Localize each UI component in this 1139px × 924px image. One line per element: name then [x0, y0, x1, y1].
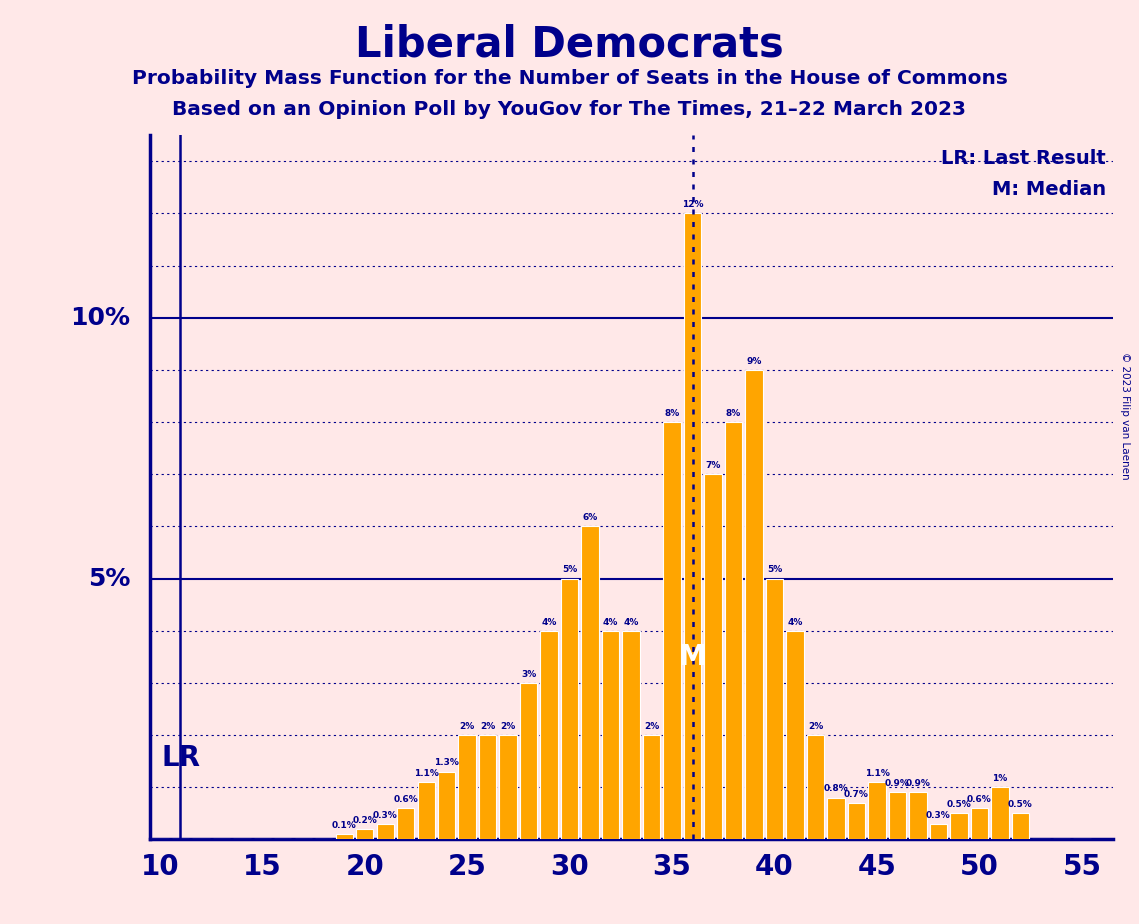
Bar — [806, 736, 825, 839]
Bar — [704, 474, 722, 839]
Bar — [418, 782, 435, 839]
Text: 0.5%: 0.5% — [947, 800, 972, 809]
Bar — [519, 683, 538, 839]
Text: 2%: 2% — [459, 722, 475, 731]
Text: Liberal Democrats: Liberal Democrats — [355, 23, 784, 65]
Bar — [642, 736, 661, 839]
Text: 8%: 8% — [726, 409, 741, 418]
Text: 2%: 2% — [500, 722, 516, 731]
Text: 5%: 5% — [88, 566, 130, 590]
Text: Based on an Opinion Poll by YouGov for The Times, 21–22 March 2023: Based on an Opinion Poll by YouGov for T… — [172, 100, 967, 119]
Bar — [480, 736, 497, 839]
Text: 0.9%: 0.9% — [885, 779, 910, 788]
Text: 7%: 7% — [705, 461, 721, 470]
Bar — [500, 736, 517, 839]
Bar — [745, 370, 763, 839]
Text: 0.7%: 0.7% — [844, 790, 869, 798]
Text: 1.1%: 1.1% — [413, 769, 439, 778]
Text: 0.3%: 0.3% — [926, 810, 951, 820]
Bar — [847, 803, 866, 839]
Bar — [909, 793, 927, 839]
Text: 4%: 4% — [787, 617, 803, 626]
Text: 4%: 4% — [623, 617, 639, 626]
Bar — [398, 808, 415, 839]
Bar — [377, 823, 394, 839]
Bar — [336, 834, 353, 839]
Text: 8%: 8% — [664, 409, 680, 418]
Text: M: M — [679, 643, 706, 671]
Text: 0.9%: 0.9% — [906, 779, 931, 788]
Text: 12%: 12% — [682, 201, 703, 209]
Text: © 2023 Filip van Laenen: © 2023 Filip van Laenen — [1121, 352, 1130, 480]
Text: M: Median: M: Median — [992, 179, 1106, 199]
Bar — [622, 631, 640, 839]
Text: LR: LR — [162, 744, 200, 772]
Bar — [560, 578, 579, 839]
Text: 0.2%: 0.2% — [352, 816, 377, 825]
Bar — [581, 527, 599, 839]
Text: 10%: 10% — [71, 306, 130, 330]
Bar — [724, 422, 743, 839]
Text: 3%: 3% — [521, 670, 536, 679]
Text: 2%: 2% — [808, 722, 823, 731]
Text: 0.3%: 0.3% — [372, 810, 398, 820]
Bar — [786, 631, 804, 839]
Text: LR: Last Result: LR: Last Result — [941, 149, 1106, 168]
Bar — [827, 797, 845, 839]
Bar — [991, 787, 1009, 839]
Text: 5%: 5% — [767, 565, 782, 575]
Text: 0.6%: 0.6% — [393, 795, 418, 804]
Bar — [683, 213, 702, 839]
Text: 9%: 9% — [746, 357, 762, 366]
Bar — [540, 631, 558, 839]
Text: 1.1%: 1.1% — [865, 769, 890, 778]
Bar — [1011, 813, 1030, 839]
Bar — [765, 578, 784, 839]
Bar — [439, 772, 456, 839]
Text: 4%: 4% — [603, 617, 618, 626]
Text: Probability Mass Function for the Number of Seats in the House of Commons: Probability Mass Function for the Number… — [132, 69, 1007, 89]
Bar — [459, 736, 476, 839]
Text: 2%: 2% — [644, 722, 659, 731]
Bar — [970, 808, 989, 839]
Text: 1%: 1% — [992, 774, 1008, 783]
Bar — [950, 813, 968, 839]
Bar — [663, 422, 681, 839]
Bar — [868, 782, 886, 839]
Text: 0.6%: 0.6% — [967, 795, 992, 804]
Bar — [357, 829, 374, 839]
Text: 4%: 4% — [541, 617, 557, 626]
Text: 2%: 2% — [480, 722, 495, 731]
Bar — [888, 793, 907, 839]
Text: 1.3%: 1.3% — [434, 759, 459, 768]
Text: 6%: 6% — [582, 513, 598, 522]
Bar — [929, 823, 948, 839]
Bar — [601, 631, 620, 839]
Text: 5%: 5% — [562, 565, 577, 575]
Text: 0.1%: 0.1% — [331, 821, 357, 830]
Text: 0.8%: 0.8% — [823, 784, 849, 794]
Text: 0.5%: 0.5% — [1008, 800, 1033, 809]
